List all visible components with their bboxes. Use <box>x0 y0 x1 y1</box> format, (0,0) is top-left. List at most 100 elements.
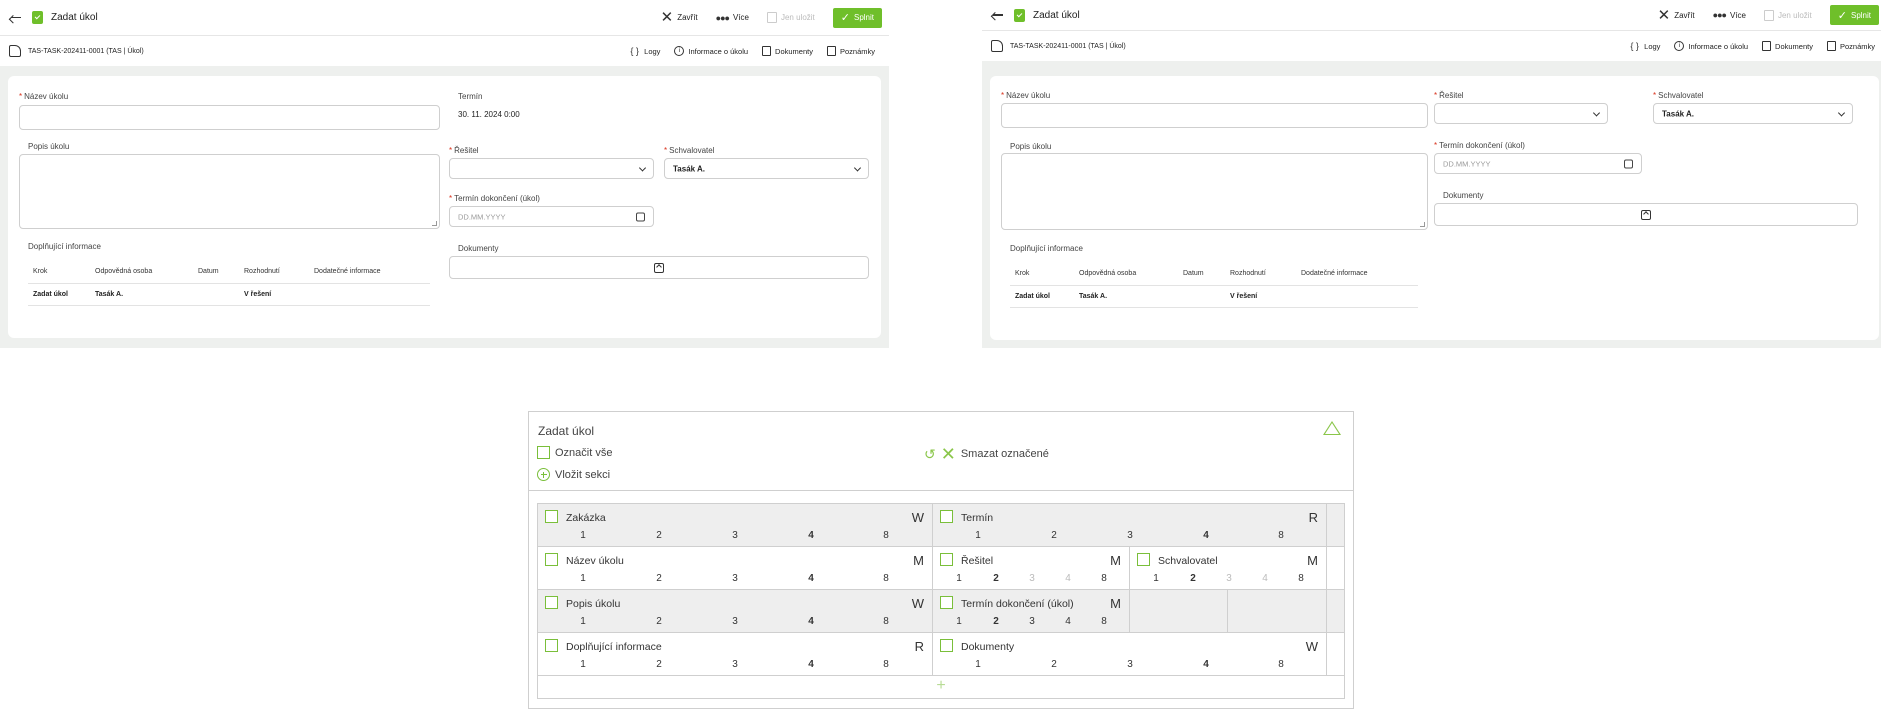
calendar-icon[interactable] <box>1624 159 1633 168</box>
field-mode[interactable]: W <box>911 510 924 525</box>
documents-button[interactable]: Dokumenty <box>762 46 813 56</box>
check-icon: ✓ <box>840 12 850 24</box>
completion-date-input[interactable]: DD.MM.YYYY <box>449 206 654 227</box>
close-icon[interactable]: ✕ <box>940 444 956 464</box>
field-checkbox[interactable] <box>940 553 953 566</box>
info-icon: i <box>1674 41 1685 51</box>
resize-grip[interactable] <box>1420 222 1425 227</box>
empty-slot[interactable] <box>1130 590 1228 633</box>
field-mode[interactable]: W <box>911 596 924 611</box>
calendar-icon[interactable] <box>636 212 645 221</box>
case-id: TAS-TASK-202411-0001 (TAS | Úkol) <box>28 47 144 55</box>
sub-bar: TAS-TASK-202411-0001 (TAS | Úkol) { } Log… <box>982 31 1881 61</box>
close-button[interactable]: ✕ Zavřít <box>1657 6 1695 24</box>
top-bar: Zadat úkol ✕ Zavřít ●●● Více Jen uložit ✓ S… <box>0 0 889 36</box>
field-checkbox[interactable] <box>940 596 953 609</box>
select-all-control[interactable]: Označit vše <box>537 446 612 459</box>
chevron-down-icon <box>638 163 647 172</box>
table-row: Zadat úkol Tasák A. V řešení <box>28 283 430 306</box>
documents-button[interactable]: Dokumenty <box>1762 41 1813 51</box>
save-only-button[interactable]: Jen uložit <box>1763 9 1812 21</box>
deadline-value: 30. 11. 2024 0:00 <box>458 110 520 119</box>
resize-grip[interactable] <box>432 221 437 226</box>
document-icon <box>1762 41 1772 51</box>
submit-button[interactable]: ✓ Splnit <box>1829 5 1879 25</box>
task-info-button[interactable]: i Informace o úkolu <box>674 46 748 56</box>
plus-icon: + <box>936 677 946 694</box>
completion-date-input[interactable]: DD.MM.YYYY <box>1434 153 1642 174</box>
insert-section-control[interactable]: Vložit sekci <box>537 468 610 481</box>
row-end-cell <box>1327 590 1344 633</box>
field-mode[interactable]: R <box>914 639 924 654</box>
approver-select[interactable]: Tasák A. <box>1653 103 1853 124</box>
task-form-screen-right: Zadat úkol ✕ Zavřít ●●● Více Jen uložit ✓ S… <box>982 0 1881 348</box>
field-cell-doplnujici-informace[interactable]: Doplňující informace R 1 2 3 4 8 <box>538 633 933 676</box>
description-label: Popis úkolu <box>1010 142 1052 151</box>
divider <box>529 490 1353 491</box>
task-icon <box>32 11 43 24</box>
empty-slot[interactable] <box>1228 590 1327 633</box>
solver-label: * Řešitel <box>449 146 479 155</box>
info-icon: i <box>674 46 685 56</box>
field-cell-termin[interactable]: Termín R 1 2 3 4 8 <box>933 504 1327 547</box>
solver-select[interactable] <box>1434 103 1608 124</box>
note-icon <box>826 46 836 56</box>
field-mode[interactable]: W <box>1305 639 1318 654</box>
dots-icon: ●●● <box>715 12 730 23</box>
delete-selected-control[interactable]: ↺ ✕ Smazat označené <box>924 444 1049 464</box>
documents-upload[interactable] <box>449 256 869 279</box>
task-info-button[interactable]: i Informace o úkolu <box>1674 41 1748 51</box>
more-button[interactable]: ●●● Více <box>715 12 749 23</box>
check-icon: ✓ <box>1837 9 1847 22</box>
field-mode[interactable]: M <box>1307 553 1318 568</box>
field-cell-resitel[interactable]: Řešitel M 1 2 3 4 8 <box>933 547 1130 590</box>
field-cell-termin-dokonceni[interactable]: Termín dokončení (úkol) M 1 2 3 4 8 <box>933 590 1130 633</box>
more-button[interactable]: ●●● Více <box>1712 10 1746 20</box>
close-button[interactable]: ✕ Zavřít <box>660 9 698 26</box>
add-circle-icon <box>537 468 550 481</box>
description-textarea[interactable] <box>1001 153 1428 230</box>
task-name-input[interactable] <box>1001 103 1428 128</box>
field-cell-schvalovatel[interactable]: Schvalovatel M 1 2 3 4 8 <box>1130 547 1327 590</box>
approver-select[interactable]: Tasák A. <box>664 158 869 179</box>
add-row-button[interactable]: + <box>538 674 1344 698</box>
field-checkbox[interactable] <box>545 596 558 609</box>
undo-icon[interactable]: ↺ <box>924 446 936 462</box>
field-cell-popis-ukolu[interactable]: Popis úkolu W 1 2 3 4 8 <box>538 590 933 633</box>
logs-button[interactable]: { } Logy <box>630 46 661 56</box>
permission-levels: 1 2 3 4 8 <box>580 616 889 627</box>
case-icon <box>991 40 1003 52</box>
documents-upload[interactable] <box>1434 203 1858 226</box>
field-cell-nazev-ukolu[interactable]: Název úkolu M 1 2 3 4 8 <box>538 547 933 590</box>
field-checkbox[interactable] <box>545 510 558 523</box>
field-checkbox[interactable] <box>940 639 953 652</box>
table-row: Zadat úkol Tasák A. V řešení <box>1010 285 1418 308</box>
task-name-input[interactable] <box>19 105 440 130</box>
notes-button[interactable]: Poznámky <box>826 46 875 56</box>
document-icon <box>762 46 772 56</box>
solver-select[interactable] <box>449 158 654 179</box>
field-checkbox[interactable] <box>545 553 558 566</box>
description-label: Popis úkolu <box>28 142 70 151</box>
field-cell-zakazka[interactable]: Zakázka W 1 2 3 4 8 <box>538 504 933 547</box>
field-checkbox[interactable] <box>1137 553 1150 566</box>
collapse-triangle-icon[interactable] <box>1323 421 1341 435</box>
field-mode[interactable]: R <box>1308 510 1318 525</box>
field-mode[interactable]: M <box>1110 596 1121 611</box>
approver-label: * Schvalovatel <box>1653 91 1704 100</box>
notes-button[interactable]: Poznámky <box>1826 41 1875 51</box>
field-mode[interactable]: M <box>913 553 924 568</box>
permission-levels: 1 2 3 4 8 <box>580 659 889 670</box>
submit-button[interactable]: ✓ Splnit <box>832 7 882 28</box>
back-arrow-icon[interactable] <box>9 11 23 25</box>
select-all-checkbox[interactable] <box>537 446 550 459</box>
description-textarea[interactable] <box>19 154 440 229</box>
save-only-button[interactable]: Jen uložit <box>766 12 815 23</box>
field-checkbox[interactable] <box>545 639 558 652</box>
logs-button[interactable]: { } Logy <box>1630 41 1661 51</box>
field-mode[interactable]: M <box>1110 553 1121 568</box>
back-arrow-icon[interactable] <box>991 8 1005 22</box>
chevron-down-icon <box>853 163 862 172</box>
field-cell-dokumenty[interactable]: Dokumenty W 1 2 3 4 8 <box>933 633 1327 676</box>
field-checkbox[interactable] <box>940 510 953 523</box>
